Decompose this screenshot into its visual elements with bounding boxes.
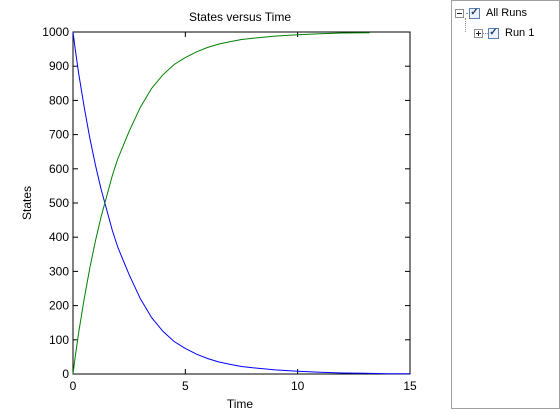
x-tick-label: 15 xyxy=(403,379,417,393)
series-layer xyxy=(72,31,410,375)
y-tick-label: 500 xyxy=(49,196,69,210)
all-runs-label: All Runs xyxy=(486,7,527,19)
y-tick-label: 300 xyxy=(49,264,69,278)
y-tick-label: 600 xyxy=(49,162,69,176)
y-axis-title: States xyxy=(20,186,34,220)
y-tick-label: 400 xyxy=(49,230,69,244)
all-runs-checkbox[interactable]: ✓ xyxy=(469,7,480,19)
x-tick-label: 5 xyxy=(182,379,189,393)
y-tick-label: 900 xyxy=(49,59,69,73)
plot-area: States versus Time 0 5 10 15 0 100 200 300 400 5… xyxy=(20,10,417,411)
y-tick-label: 800 xyxy=(49,93,69,107)
y-tick-label: 200 xyxy=(49,299,69,313)
x-tick-label: 0 xyxy=(70,379,77,393)
tree-connector xyxy=(482,33,492,34)
y-axis-ticks: 0 100 200 300 400 500 600 700 800 900 1000 xyxy=(42,25,410,381)
chart-title: States versus Time xyxy=(189,10,291,24)
collapse-icon[interactable] xyxy=(455,8,464,18)
check-icon: ✓ xyxy=(470,7,479,18)
check-icon: ✓ xyxy=(489,27,498,38)
tree-item-all-runs[interactable]: ✓ All Runs xyxy=(455,5,527,21)
line-chart: States versus Time 0 5 10 15 0 100 200 300 400 5… xyxy=(20,10,417,411)
series-line-2 xyxy=(72,32,370,375)
series-line-1 xyxy=(72,31,410,375)
tree-item-run-1[interactable]: ✓ Run 1 xyxy=(474,25,534,41)
y-tick-label: 0 xyxy=(62,367,69,381)
tree-connector xyxy=(465,18,466,32)
run-tree-panel: ✓ All Runs ✓ Run 1 xyxy=(451,0,560,409)
y-tick-label: 1000 xyxy=(42,25,69,39)
y-tick-label: 100 xyxy=(49,333,69,347)
x-axis-title: Time xyxy=(227,397,254,411)
x-tick-label: 10 xyxy=(291,379,305,393)
run-1-label: Run 1 xyxy=(505,27,535,39)
y-tick-label: 700 xyxy=(49,128,69,142)
run-1-checkbox[interactable]: ✓ xyxy=(488,27,499,39)
axes-box xyxy=(72,31,411,375)
expand-icon[interactable] xyxy=(474,28,483,38)
